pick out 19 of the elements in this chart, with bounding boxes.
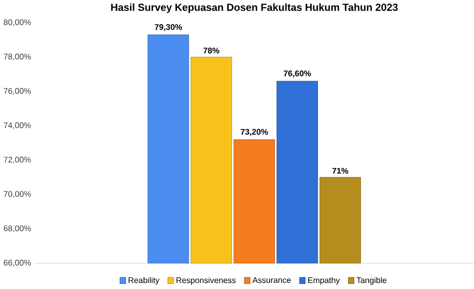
legend-label: Tangible bbox=[356, 277, 386, 285]
chart-title: Hasil Survey Kepuasan Dosen Fakultas Hukum Tahun 2023 bbox=[111, 4, 398, 14]
data-label: 78% bbox=[203, 48, 220, 54]
data-label: 79,30% bbox=[154, 24, 182, 32]
legend-label: Assurance bbox=[252, 277, 291, 284]
legend-label: Empathy bbox=[308, 277, 340, 285]
y-tick-label: 74,00% bbox=[4, 122, 31, 130]
legend-label: Reability bbox=[128, 277, 160, 285]
y-tick-label: 72,00% bbox=[4, 156, 31, 164]
y-tick-label: 76,00% bbox=[4, 88, 31, 95]
data-label: 73,20% bbox=[240, 129, 268, 136]
y-tick-label: 66,00% bbox=[4, 260, 31, 267]
y-tick-label: 68,00% bbox=[4, 226, 31, 232]
y-tick-label: 78,00% bbox=[4, 54, 31, 61]
data-label: 71% bbox=[332, 168, 348, 174]
legend-label: Responsiveness bbox=[176, 277, 236, 285]
y-tick-label: 70,00% bbox=[4, 191, 31, 198]
data-label: 76,60% bbox=[284, 70, 311, 78]
y-tick-label: 80,00% bbox=[4, 19, 31, 26]
